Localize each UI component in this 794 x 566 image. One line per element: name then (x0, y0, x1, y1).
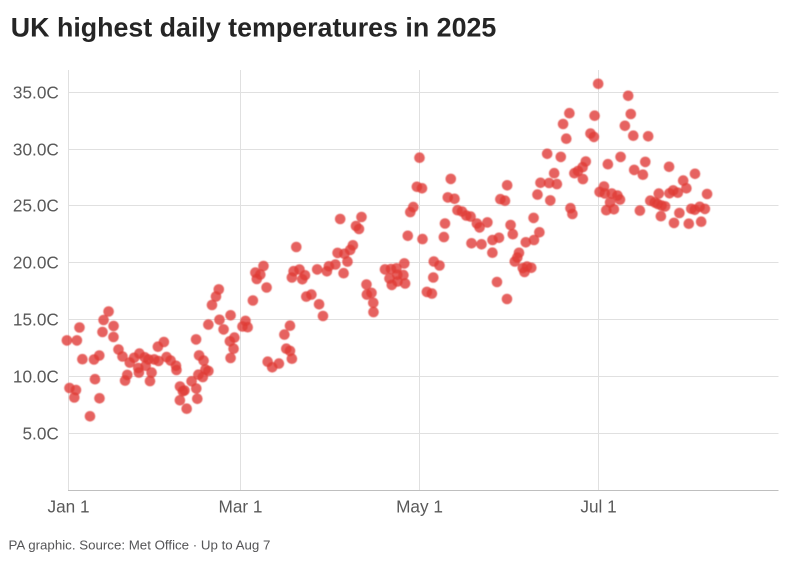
svg-text:May 1: May 1 (396, 497, 443, 517)
svg-text:15.0C: 15.0C (13, 310, 59, 330)
svg-text:20.0C: 20.0C (13, 253, 59, 273)
svg-text:PA graphic. Source: Met Office: PA graphic. Source: Met Office · Up to A… (9, 537, 271, 552)
svg-text:30.0C: 30.0C (13, 140, 59, 160)
svg-text:Jan 1: Jan 1 (47, 497, 89, 517)
svg-text:5.0C: 5.0C (22, 424, 58, 444)
svg-text:Mar 1: Mar 1 (219, 497, 263, 517)
svg-text:35.0C: 35.0C (13, 83, 59, 103)
svg-text:10.0C: 10.0C (13, 367, 59, 387)
svg-text:25.0C: 25.0C (13, 196, 59, 216)
svg-text:Jul 1: Jul 1 (580, 497, 616, 517)
svg-text:UK highest daily temperatures: UK highest daily temperatures in 2025 (11, 13, 497, 43)
